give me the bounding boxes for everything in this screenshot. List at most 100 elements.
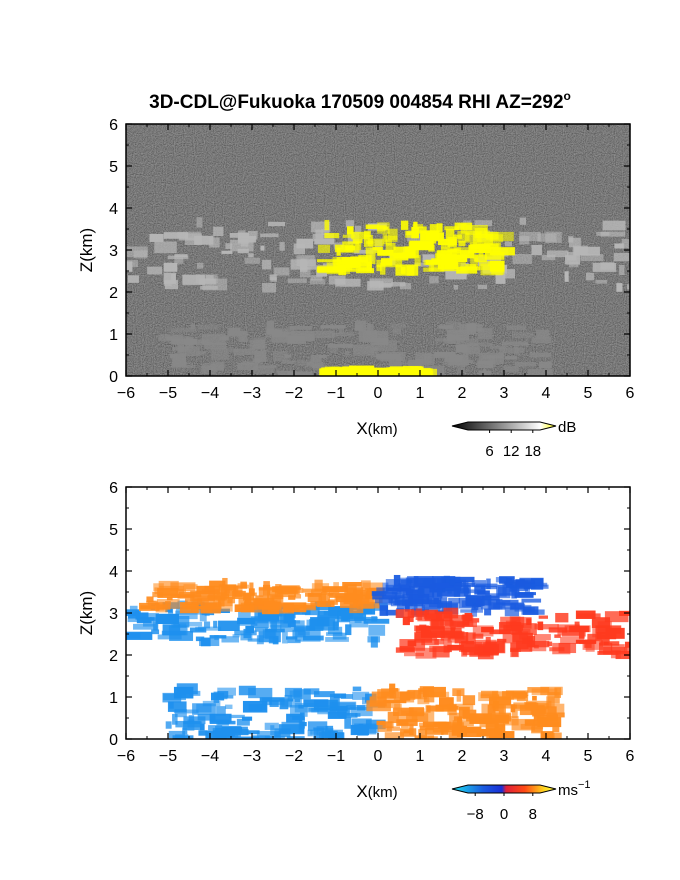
echo-cell: [624, 641, 630, 648]
echo-cell: [307, 721, 328, 731]
echo-cell: [400, 220, 409, 230]
echo-cell: [530, 578, 544, 590]
echo-cell: [163, 272, 177, 284]
echo-cell: [185, 233, 203, 245]
echo-cell: [311, 707, 337, 713]
echo-cell: [528, 640, 550, 648]
colorbar-tick-label: −8: [467, 806, 484, 823]
echo-cell: [340, 694, 354, 699]
echo-cell: [470, 608, 478, 617]
echo-cell: [387, 711, 399, 724]
echo-cell: [392, 370, 417, 376]
echo-cell: [569, 625, 590, 633]
echo-cell: [209, 580, 226, 588]
echo-cell: [368, 324, 374, 330]
echo-cell: [237, 230, 246, 234]
x-tick-label: 5: [584, 385, 593, 402]
echo-cell: [422, 721, 447, 728]
echo-cell: [426, 705, 444, 712]
echo-cell: [352, 691, 370, 700]
echo-cell: [610, 644, 625, 653]
echo-cell: [434, 352, 447, 358]
x-tick-label: −6: [117, 385, 135, 402]
echo-cell: [338, 712, 358, 718]
echo-cell: [173, 686, 194, 699]
echo-cell: [324, 729, 343, 738]
echo-cell: [295, 629, 321, 642]
echo-cell: [351, 231, 370, 240]
echo-cell: [464, 232, 470, 242]
echo-cell: [225, 243, 232, 250]
echo-cell: [248, 687, 273, 699]
echo-cell: [464, 612, 473, 622]
velocity-colorbar-unit: ms−1: [558, 779, 591, 799]
echo-cell: [192, 703, 216, 715]
echo-cell: [218, 596, 233, 607]
echo-cell: [199, 609, 207, 622]
echo-cell: [526, 635, 536, 648]
echo-cell: [531, 688, 558, 696]
echo-cell: [342, 241, 360, 245]
echo-cell: [287, 335, 306, 344]
echo-cell: [503, 269, 516, 279]
x-tick-label: −4: [201, 748, 219, 765]
echo-cell: [237, 362, 259, 370]
echo-cell: [476, 728, 496, 737]
echo-cell: [387, 228, 398, 240]
echo-cell: [245, 625, 255, 634]
echo-cell: [565, 255, 580, 265]
echo-cell: [376, 259, 403, 268]
echo-cell: [168, 730, 186, 739]
colorbar-tick-label: 0: [500, 806, 508, 823]
echo-cell: [477, 590, 490, 595]
echo-cell: [194, 235, 214, 245]
velocity-ylabel: Z(km): [77, 591, 96, 635]
echo-cell: [248, 704, 262, 711]
echo-cell: [422, 254, 435, 263]
echo-cell: [419, 722, 425, 727]
echo-cell: [172, 735, 194, 739]
echo-cell: [196, 262, 204, 269]
echo-cell: [202, 278, 228, 291]
echo-cell: [141, 613, 159, 622]
echo-cell: [298, 726, 305, 733]
echo-cell: [407, 640, 417, 647]
echo-cell: [469, 651, 491, 657]
echo-cell: [487, 599, 500, 610]
echo-cell: [417, 368, 433, 376]
echo-cell: [314, 579, 323, 591]
x-tick-label: 4: [542, 385, 551, 402]
echo-cell: [354, 225, 362, 234]
echo-cell: [368, 624, 386, 636]
echo-cell: [362, 582, 384, 592]
echo-cell: [450, 248, 460, 255]
echo-cell: [126, 261, 133, 272]
echo-cell: [554, 634, 561, 638]
echo-cell: [502, 341, 529, 346]
echo-cell: [510, 648, 520, 658]
echo-cell: [177, 594, 195, 599]
echo-cell: [367, 636, 381, 643]
echo-cell: [270, 725, 275, 736]
echo-cell: [219, 336, 228, 340]
echo-cell: [486, 578, 491, 590]
echo-cell: [474, 220, 493, 227]
echo-cell: [449, 722, 464, 731]
echo-cell: [414, 632, 433, 643]
echo-cell: [481, 626, 494, 633]
echo-cell: [462, 695, 476, 706]
echo-cell: [279, 242, 285, 251]
echo-cell: [317, 600, 335, 608]
echo-cell: [213, 226, 224, 237]
echo-cell: [169, 353, 186, 358]
echo-cell: [585, 643, 595, 652]
colorbar-tick-label: 6: [485, 443, 493, 460]
echo-cell: [167, 701, 187, 712]
echo-cell: [238, 331, 248, 343]
echo-cell: [183, 716, 206, 725]
echo-cell: [482, 355, 505, 359]
echo-cell: [531, 244, 542, 256]
echo-cell: [402, 616, 410, 626]
echo-cell: [497, 638, 507, 643]
